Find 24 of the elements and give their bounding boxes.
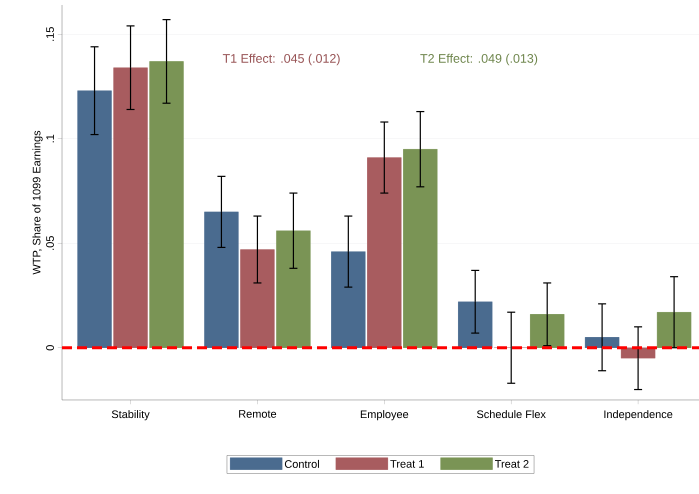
bar: [113, 67, 148, 348]
bar: [204, 212, 239, 348]
legend-label: Control: [284, 460, 319, 468]
legend-label: Treat 1: [390, 460, 424, 468]
legend-label: Treat 2: [495, 460, 529, 468]
y-tick-label: .05: [46, 236, 54, 250]
x-tick-label: Independence: [604, 410, 672, 420]
y-tick-label: .15: [46, 27, 54, 41]
bar: [77, 90, 112, 348]
bar: [149, 61, 184, 348]
x-tick-label: Stability: [112, 410, 150, 420]
annotation: T2 Effect: .049 (.013): [420, 54, 538, 66]
annotation: T1 Effect: .045 (.012): [222, 54, 340, 66]
y-axis-title: WTP, Share of 1099 Earnings: [32, 130, 43, 275]
x-tick-label: Employee: [360, 410, 408, 420]
bar: [276, 230, 311, 348]
y-tick-label: 0: [46, 345, 54, 350]
bar: [240, 249, 275, 348]
bar: [367, 157, 402, 348]
x-tick-label: Remote: [239, 410, 276, 418]
y-tick-label: .1: [46, 134, 54, 142]
bar: [403, 148, 438, 348]
x-tick-label: Schedule Flex: [476, 410, 546, 418]
bar: [331, 251, 366, 348]
